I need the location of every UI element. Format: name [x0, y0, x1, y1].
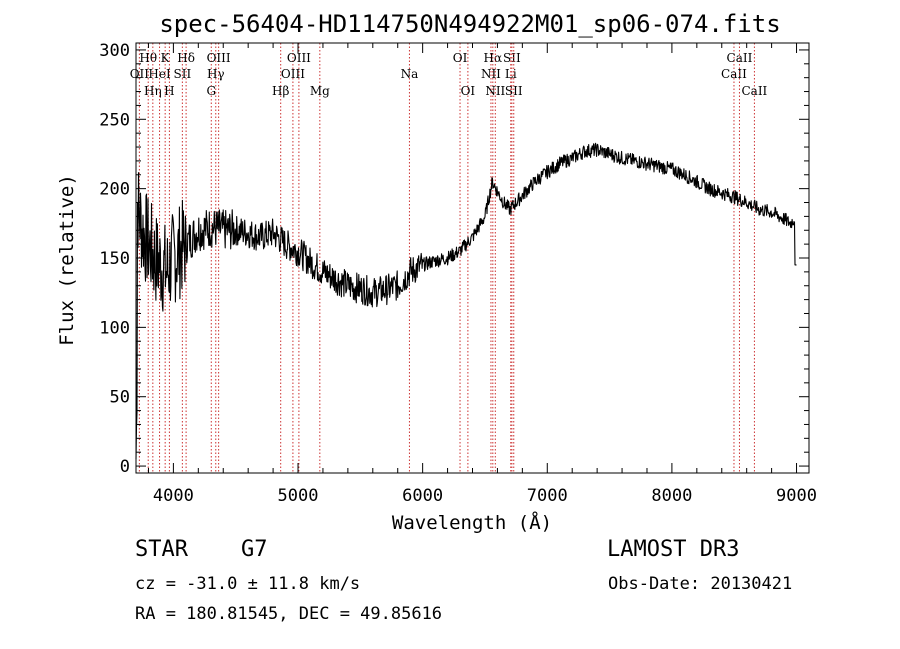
y-tick-label: 100	[99, 318, 130, 338]
line-label: Hβ	[272, 84, 289, 98]
x-axis-label: Wavelength (Å)	[392, 511, 552, 534]
line-label: OII	[130, 67, 150, 81]
x-tick-label: 7000	[527, 486, 568, 506]
line-label: CaII	[721, 67, 747, 81]
line-label: Hγ	[207, 67, 225, 81]
x-tick-label: 8000	[651, 486, 692, 506]
line-label: Hη	[144, 84, 162, 98]
line-label: CaII	[727, 51, 753, 65]
x-tick-label: 4000	[153, 486, 194, 506]
y-axis-label: Flux (relative)	[56, 174, 78, 346]
obs-date: Obs-Date: 20130421	[608, 574, 793, 594]
line-label: Na	[401, 67, 419, 81]
spectrum-series-line	[135, 142, 797, 460]
line-label: OIII	[207, 51, 231, 65]
x-tick-label: 9000	[776, 486, 817, 506]
line-label: H	[164, 84, 174, 98]
redshift-value: cz = -31.0 ± 11.8 km/s	[135, 574, 361, 594]
chart-title: spec-56404-HD114750N494922M01_sp06-074.f…	[159, 10, 780, 38]
survey-name: LAMOST DR3	[607, 537, 740, 562]
line-label: OIII	[287, 51, 311, 65]
line-label: Mg	[310, 84, 330, 98]
y-tick-label: 250	[99, 110, 130, 130]
line-label: CaII	[741, 84, 767, 98]
line-label: SII	[174, 67, 192, 81]
object-subclass: G7	[241, 537, 268, 562]
line-label: Hα	[484, 51, 503, 65]
line-label: SII	[503, 51, 521, 65]
line-label: OI	[453, 51, 468, 65]
y-tick-label: 0	[120, 457, 130, 477]
line-label: OIII	[281, 67, 305, 81]
line-label: HeI	[148, 67, 171, 81]
line-label: Hδ	[177, 51, 195, 65]
y-tick-label: 300	[99, 41, 130, 61]
line-label: Hθ	[139, 51, 157, 65]
plot-frame	[135, 42, 810, 474]
line-label: NII	[485, 84, 505, 98]
line-label: Li	[505, 67, 517, 81]
y-tick-label: 200	[99, 180, 130, 200]
y-tick-label: 150	[99, 249, 130, 269]
x-tick-label: 6000	[402, 486, 443, 506]
coordinates: RA = 180.81545, DEC = 49.85616	[135, 604, 443, 624]
y-tick-label: 50	[110, 388, 130, 408]
x-tick-label: 5000	[278, 486, 319, 506]
line-label: K	[161, 51, 171, 65]
line-label: G	[206, 84, 216, 98]
object-class: STAR	[135, 537, 188, 562]
axis-ticks: 4000 5000 6000 7000 8000 9000 0 50 100 150 200 250 3…	[99, 41, 817, 506]
line-label: SII	[505, 84, 523, 98]
line-label: NII	[481, 67, 501, 81]
line-label: OI	[461, 84, 476, 98]
